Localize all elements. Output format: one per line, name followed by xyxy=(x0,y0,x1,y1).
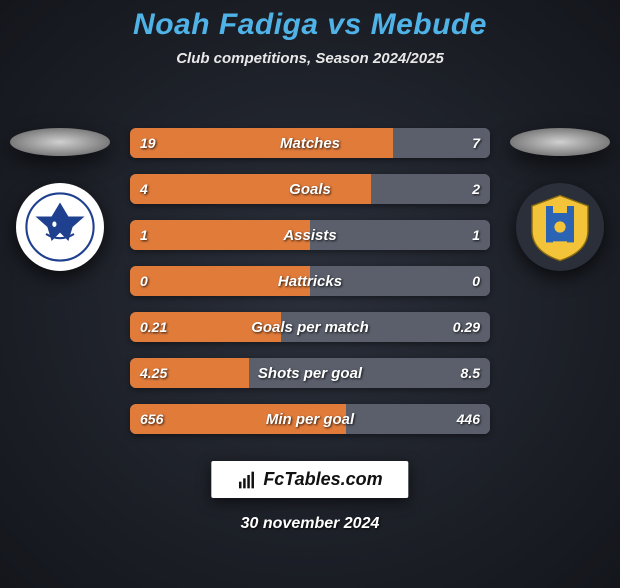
stat-bar-left-fill xyxy=(130,174,371,204)
stat-row: 4.258.5Shots per goal xyxy=(130,358,490,388)
branding-text: FcTables.com xyxy=(263,469,382,490)
stat-bar-left-fill xyxy=(130,358,249,388)
right-platform xyxy=(510,128,610,156)
stats-table: 197Matches 42Goals 11Assists 00Hattricks 0.2… xyxy=(130,128,490,450)
stat-bar-left-fill xyxy=(130,312,281,342)
stat-bar-left-fill xyxy=(130,404,346,434)
stat-row: 00Hattricks xyxy=(130,266,490,296)
left-club-crest-icon xyxy=(25,192,95,262)
stat-bar-right-fill xyxy=(249,358,490,388)
stat-bar-left-fill xyxy=(130,128,393,158)
left-platform xyxy=(10,128,110,156)
right-club-badge xyxy=(516,183,604,271)
stat-bar-right-fill xyxy=(393,128,490,158)
stat-bar-right-fill xyxy=(346,404,490,434)
stat-bar-left-fill xyxy=(130,266,310,296)
comparison-title: Noah Fadiga vs Mebude xyxy=(0,8,620,42)
stat-bar-right-fill xyxy=(281,312,490,342)
stat-bar-right-fill xyxy=(371,174,490,204)
stat-row: 11Assists xyxy=(130,220,490,250)
stat-row: 656446Min per goal xyxy=(130,404,490,434)
stat-row: 0.210.29Goals per match xyxy=(130,312,490,342)
stat-row: 42Goals xyxy=(130,174,490,204)
stat-bar-right-fill xyxy=(310,266,490,296)
comparison-subtitle: Club competitions, Season 2024/2025 xyxy=(0,50,620,67)
stat-row: 197Matches xyxy=(130,128,490,158)
branding-badge[interactable]: FcTables.com xyxy=(211,461,408,498)
chart-icon xyxy=(237,470,257,490)
right-club-crest-icon xyxy=(525,192,595,262)
comparison-date: 30 november 2024 xyxy=(0,515,620,533)
left-club-badge xyxy=(16,183,104,271)
stat-bar-left-fill xyxy=(130,220,310,250)
stat-bar-right-fill xyxy=(310,220,490,250)
